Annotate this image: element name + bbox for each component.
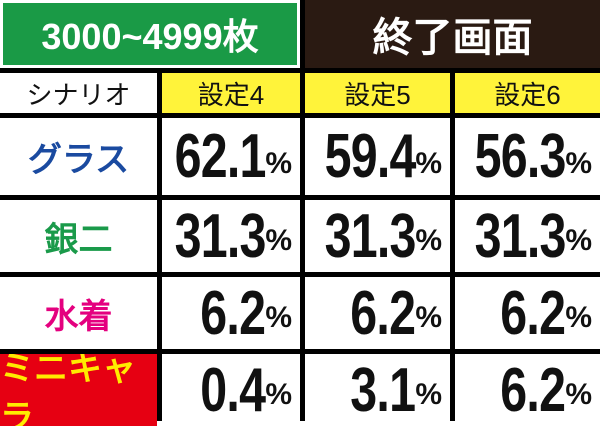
value-cell: 31.3% [305, 200, 450, 272]
row-label: グラス [0, 118, 157, 195]
value-cell: 6.2% [162, 277, 300, 349]
value-cell: 31.3% [162, 200, 300, 272]
value-cell: 6.2% [305, 277, 450, 349]
header-title: 3000~4999枚 [0, 0, 300, 68]
value-cell: 62.1% [162, 118, 300, 195]
column-header: 設定6 [455, 73, 600, 113]
column-header: 設定5 [305, 73, 450, 113]
value-cell: 0.4% [162, 354, 300, 426]
value-cell: 56.3% [455, 118, 600, 195]
value-cell: 3.1% [305, 354, 450, 426]
value-cell: 6.2% [455, 354, 600, 426]
row-label: ミニキャラ [0, 354, 157, 426]
column-header: シナリオ [0, 73, 157, 113]
value-cell: 59.4% [305, 118, 450, 195]
row-label: 水着 [0, 277, 157, 349]
column-header: 設定4 [162, 73, 300, 113]
value-cell: 31.3% [455, 200, 600, 272]
value-cell: 6.2% [455, 277, 600, 349]
row-label: 銀二 [0, 200, 157, 272]
header-subtitle: 終了画面 [305, 0, 600, 68]
